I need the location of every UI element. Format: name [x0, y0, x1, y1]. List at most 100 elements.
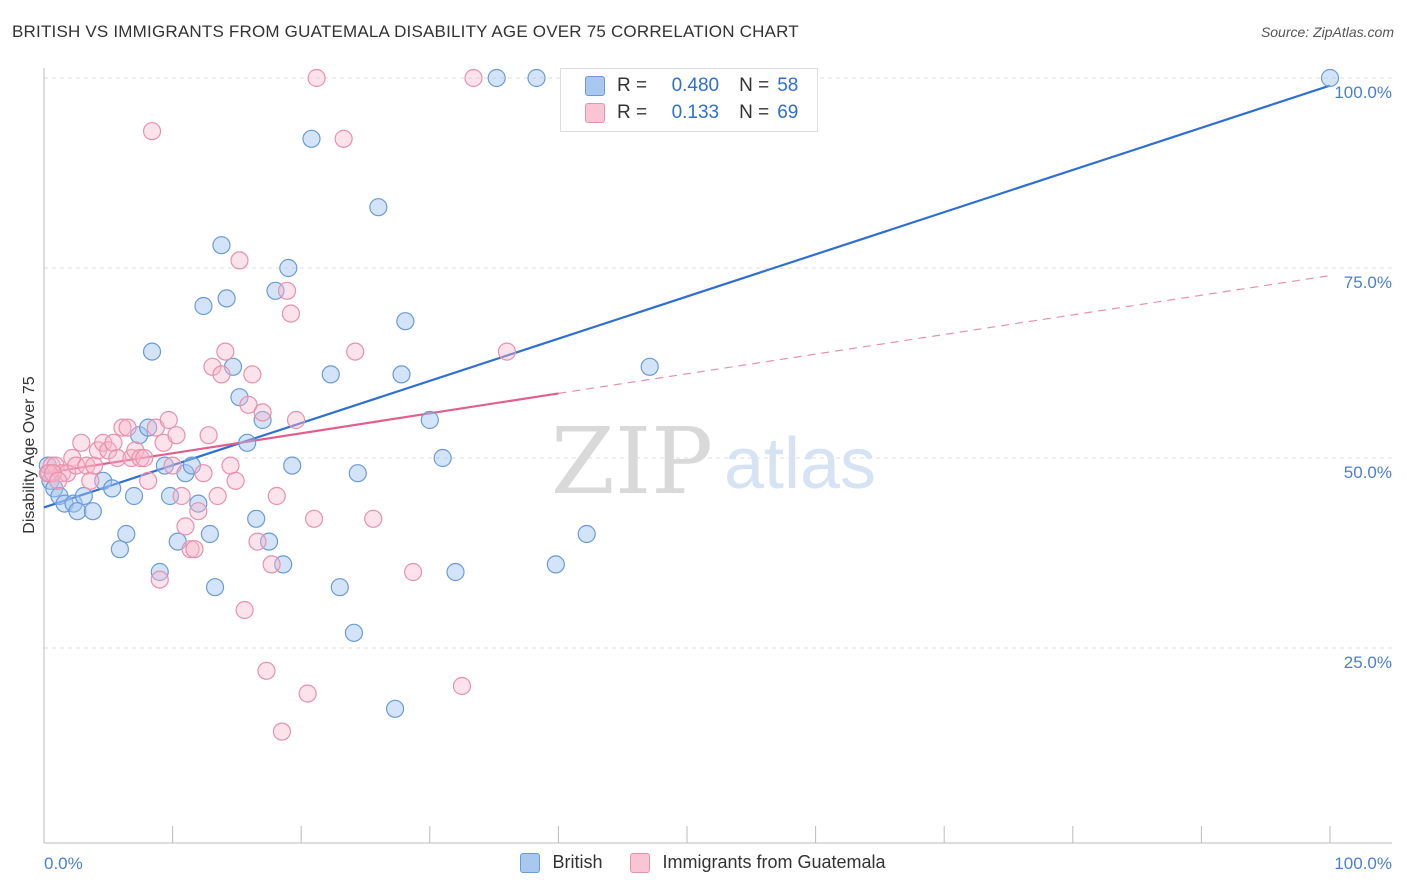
guatemala-point [172, 486, 191, 506]
watermark-atlas: atlas [724, 424, 876, 504]
y-tick-label: 100.0% [1334, 83, 1392, 102]
british-point [302, 129, 321, 148]
british-point [527, 68, 546, 88]
guatemala-point [194, 464, 213, 483]
guatemala-point [108, 448, 127, 468]
british-point [433, 448, 452, 468]
legend-r-value: 0.133 [671, 102, 720, 123]
british-point [155, 456, 174, 475]
guatemala-point [253, 403, 272, 422]
x-tick-label: 100.0% [1334, 854, 1392, 873]
british-point [247, 509, 266, 528]
guatemala-point [81, 471, 100, 490]
guatemala-point [77, 456, 96, 475]
guatemala-point [221, 456, 240, 475]
legend-item-british[interactable]: British [520, 852, 602, 873]
british-point [577, 524, 596, 544]
y-tick-label: 75.0% [1344, 273, 1392, 292]
guatemala-point [262, 555, 281, 574]
legend-r-value: 0.480 [671, 75, 720, 96]
british-point [253, 410, 272, 430]
guatemala-point [167, 426, 186, 445]
british-point [150, 562, 169, 582]
guatemala-point [403, 562, 423, 582]
legend-n-label: N = [739, 75, 770, 96]
guatemala-point [49, 471, 68, 490]
guatemala-point [346, 342, 365, 361]
british-point [238, 433, 257, 452]
legend-n-value: 58 [777, 75, 799, 96]
y-axis-label: Disability Age Over 75 [21, 376, 38, 534]
british-point [205, 578, 225, 597]
guatemala-point [281, 304, 301, 323]
guatemala-point [235, 600, 254, 620]
british-point [385, 699, 405, 718]
guatemala-point [176, 517, 195, 536]
british-point [142, 342, 162, 361]
legend-n-value: 69 [777, 102, 799, 123]
guatemala-point [189, 502, 208, 521]
british-point [344, 623, 364, 642]
guatemala-point [113, 418, 132, 437]
guatemala-point [199, 426, 218, 445]
guatemala-point [243, 365, 262, 384]
guatemala-point [334, 129, 353, 148]
guatemala-point [248, 532, 267, 551]
legend-r-label: R = [617, 102, 648, 123]
guatemala-point [139, 471, 158, 490]
british-point [640, 357, 659, 376]
british-point [546, 555, 565, 574]
guatemala-point [208, 486, 227, 506]
guatemala-point [104, 433, 123, 452]
british-point [103, 479, 122, 498]
guatemala-point [185, 540, 204, 559]
legend-item-guatemala[interactable]: Immigrants from Guatemala [630, 852, 886, 873]
legend-label-british: British [552, 852, 603, 872]
guatemala-point [72, 433, 91, 452]
chart-title: BRITISH VS IMMIGRANTS FROM GUATEMALA DIS… [12, 22, 799, 41]
guatemala-point [135, 448, 154, 468]
guatemala-point [67, 456, 86, 475]
british-point [446, 562, 465, 582]
guatemala-point [226, 471, 245, 490]
guatemala-point [118, 418, 137, 437]
legend-swatch-british [520, 852, 541, 873]
guatemala-trend-extension [558, 275, 1331, 394]
series-legend: British Immigrants from Guatemala [0, 852, 1406, 873]
british-point [110, 540, 129, 559]
guatemala-point [131, 448, 150, 468]
stats-legend: R = 0.480 N = 58 R = 0.133 N = 69 [560, 68, 818, 132]
guatemala-point [464, 68, 483, 88]
british-point [321, 365, 340, 384]
guatemala-point [286, 410, 306, 430]
legend-row-british: R = 0.480 N = 58 [585, 74, 798, 98]
legend-swatch-british [585, 76, 605, 96]
guatemala-point [272, 722, 292, 741]
guatemala-point [304, 509, 324, 528]
british-point [487, 68, 506, 88]
british-point [74, 486, 93, 506]
british-point [283, 456, 302, 475]
british-point [68, 502, 87, 521]
british-trend-line [43, 84, 1331, 509]
legend-r-label: R = [617, 75, 648, 96]
british-point [330, 578, 349, 597]
british-point [217, 289, 236, 308]
guatemala-point [452, 676, 472, 696]
british-point [124, 486, 144, 506]
guatemala-point [181, 540, 200, 559]
guatemala-point [277, 281, 297, 300]
guatemala-point [298, 684, 317, 703]
british-point [139, 418, 158, 437]
guatemala-point [212, 365, 231, 384]
british-point [83, 502, 102, 521]
british-point [348, 464, 367, 483]
british-point [1320, 68, 1340, 88]
british-point [392, 365, 411, 384]
british-point [420, 410, 439, 430]
british-point [194, 296, 213, 316]
guatemala-point [239, 395, 258, 414]
legend-row-guatemala: R = 0.133 N = 69 [585, 101, 798, 125]
guatemala-point [307, 68, 326, 88]
